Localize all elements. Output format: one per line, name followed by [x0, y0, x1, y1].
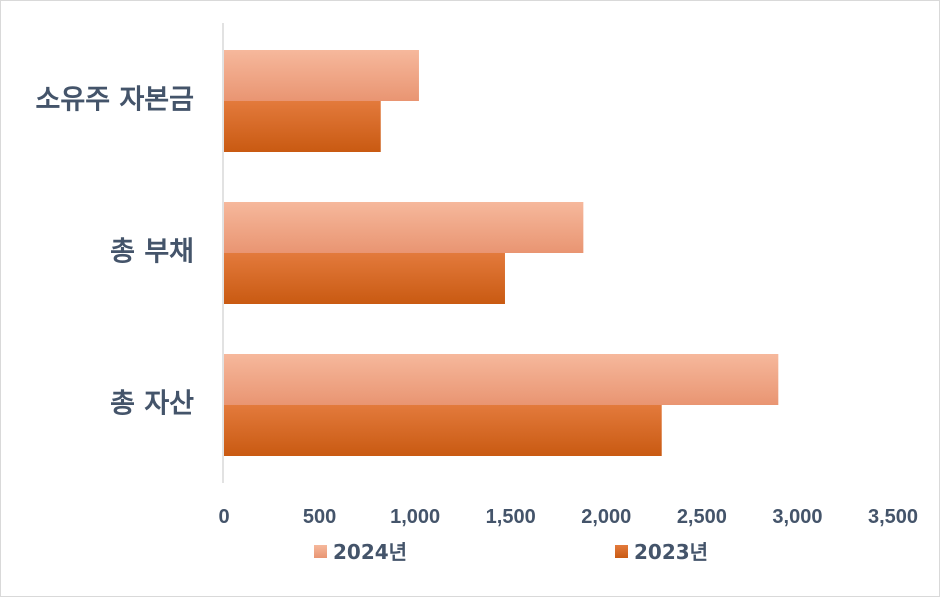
bar-series2-0: [224, 101, 381, 152]
category-label: 총 자산: [110, 389, 194, 420]
x-tick-label: 0: [218, 506, 229, 528]
legend-swatch: [615, 545, 628, 558]
legend-label: 2023년: [634, 540, 708, 564]
category-label: 총 부채: [110, 237, 194, 268]
legend: 2024년 2023년: [314, 540, 708, 564]
x-tick-labels: 0 500 1,000 1,500 2,000 2,500 3,000 3,500: [218, 506, 918, 528]
category-label: 소유주 자본금: [36, 85, 194, 116]
x-tick-label: 3,500: [868, 506, 918, 528]
x-tick-label: 500: [303, 506, 336, 528]
x-tick-label: 1,500: [486, 506, 536, 528]
x-tick-label: 1,000: [390, 506, 440, 528]
bar-series2-1: [224, 253, 505, 304]
bar-series1-0: [224, 50, 419, 101]
x-tick-label: 2,500: [677, 506, 727, 528]
bar-series2-2: [224, 405, 662, 456]
legend-swatch: [314, 545, 327, 558]
x-tick-label: 3,000: [772, 506, 822, 528]
bar-series1-1: [224, 202, 584, 253]
bars-layer: [224, 50, 779, 456]
bar-series1-2: [224, 354, 779, 405]
legend-label: 2024년: [333, 540, 407, 564]
x-tick-label: 2,000: [581, 506, 631, 528]
